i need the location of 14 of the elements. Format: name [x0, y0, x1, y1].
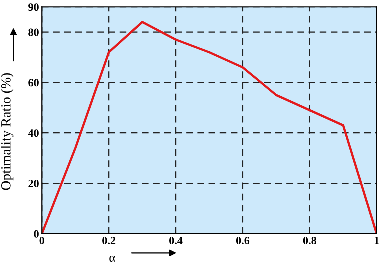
y-tick-label: 60 [28, 79, 39, 87]
x-axis-title: α [110, 256, 116, 262]
x-tick-label: 0.4 [170, 237, 183, 245]
x-tick-label: 0.6 [236, 237, 250, 245]
y-tick-label: 80 [28, 28, 39, 36]
y-tick-label: 0 [34, 230, 39, 238]
y-tick-label: 90 [28, 4, 39, 12]
y-tick-label: 40 [28, 130, 39, 138]
x-tick-label: 0.8 [303, 237, 316, 245]
y-tick-label: 20 [28, 180, 39, 188]
x-tick-label: 0 [40, 237, 44, 244]
y-axis-title: Optimality Ratio (%) [1, 73, 14, 190]
x-tick-label: 0.2 [102, 237, 116, 245]
x-tick-label: 1 [374, 237, 380, 244]
